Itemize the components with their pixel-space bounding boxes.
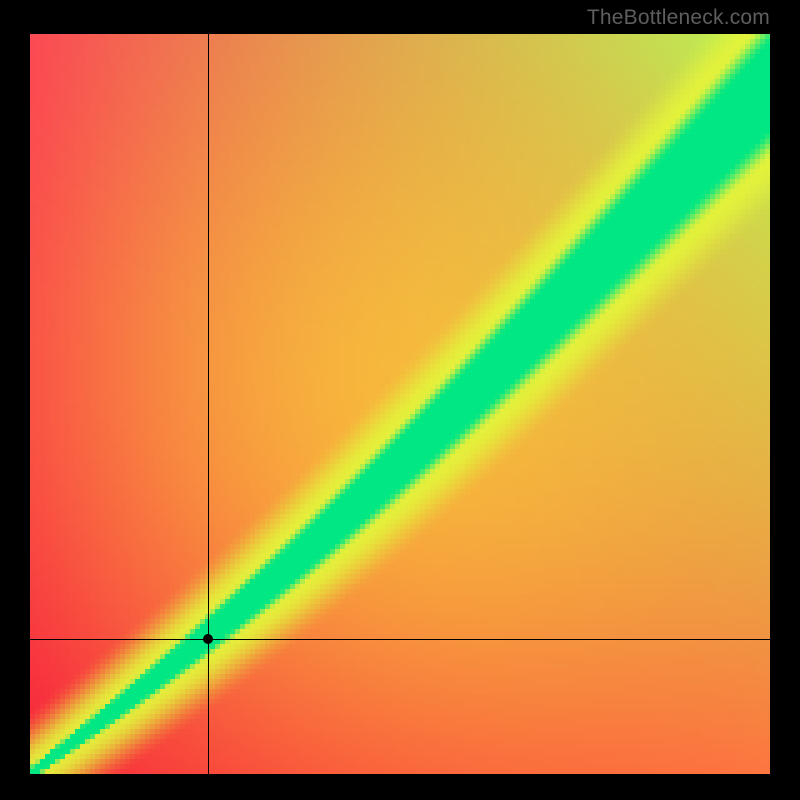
bottleneck-heatmap <box>30 34 770 774</box>
crosshair-horizontal <box>30 639 770 640</box>
crosshair-vertical <box>208 34 209 774</box>
operating-point-marker <box>203 634 213 644</box>
attribution-text: TheBottleneck.com <box>587 6 770 30</box>
heatmap-canvas <box>30 34 770 774</box>
